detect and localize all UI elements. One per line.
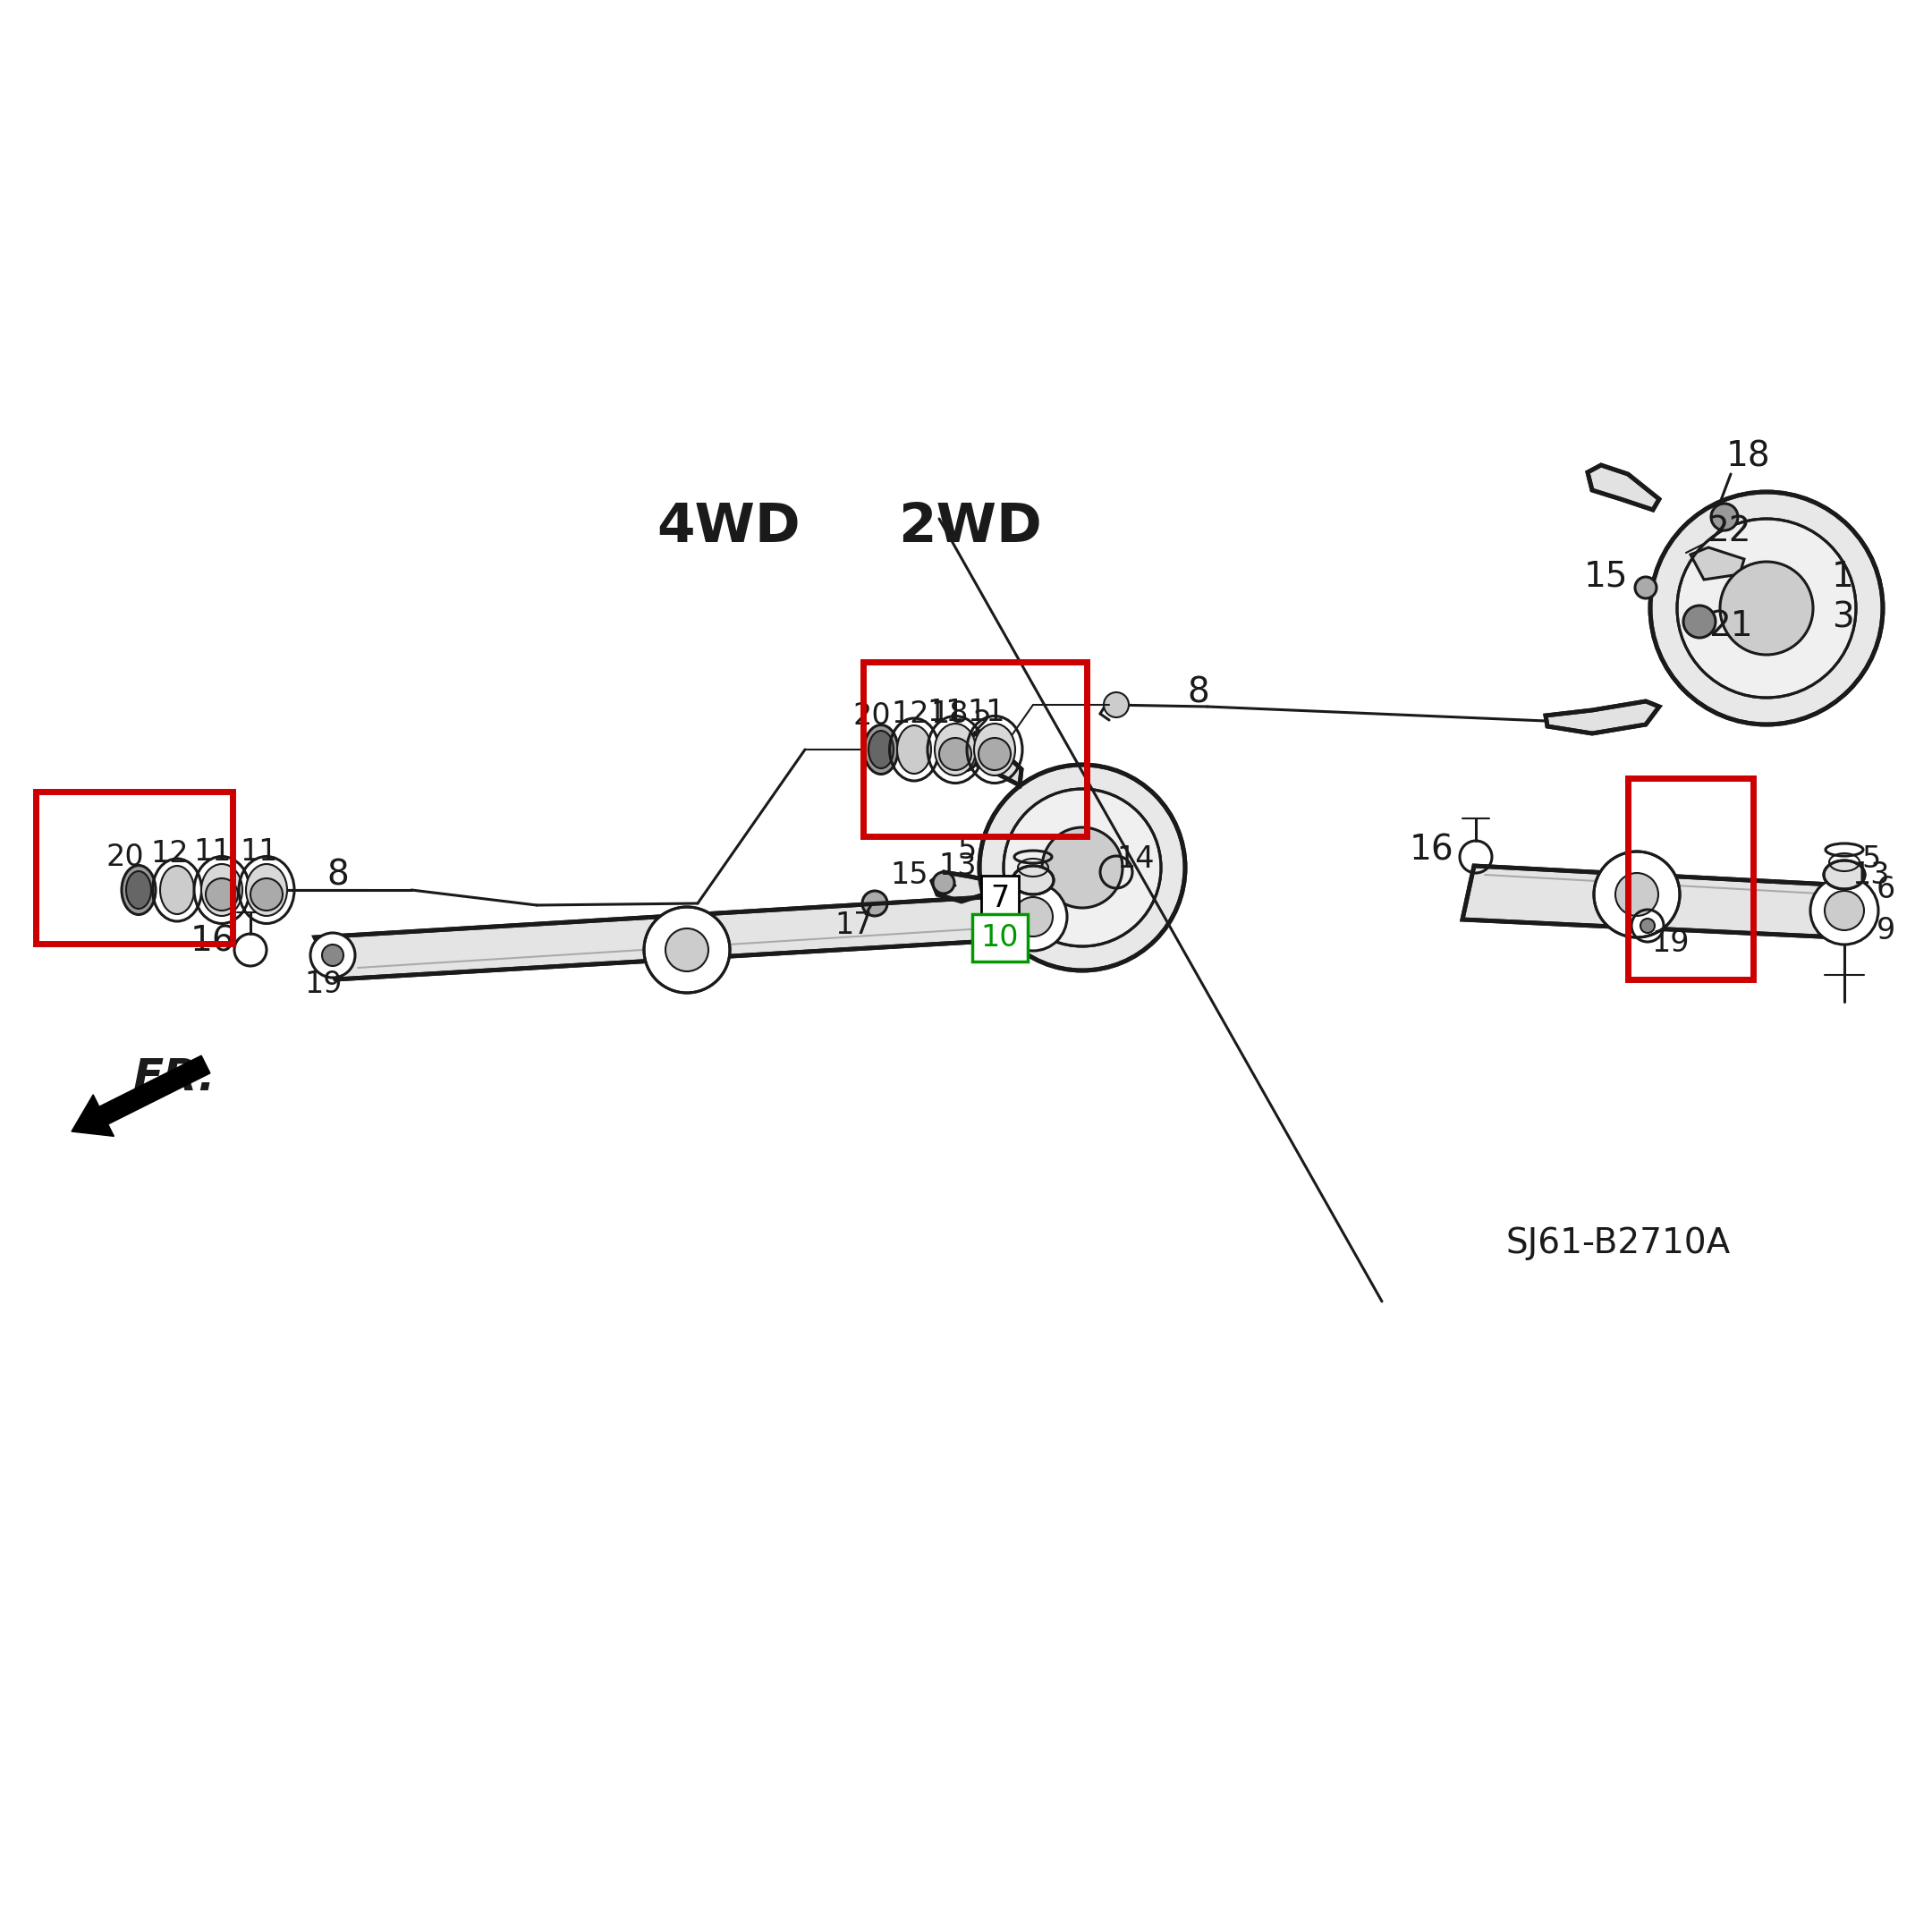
- Text: 15: 15: [891, 860, 929, 889]
- Text: 5: 5: [958, 835, 978, 864]
- Circle shape: [1677, 520, 1857, 697]
- Ellipse shape: [869, 730, 893, 769]
- Text: 10: 10: [981, 923, 1018, 952]
- Text: 11: 11: [968, 697, 1005, 726]
- Ellipse shape: [974, 724, 1014, 775]
- Text: 9: 9: [1876, 916, 1895, 945]
- Text: 21: 21: [1708, 609, 1752, 643]
- Polygon shape: [964, 734, 1022, 784]
- Polygon shape: [931, 871, 991, 902]
- Text: 20: 20: [106, 842, 145, 871]
- Circle shape: [978, 738, 1010, 771]
- Ellipse shape: [160, 866, 193, 914]
- Polygon shape: [315, 895, 1051, 980]
- Circle shape: [1824, 891, 1864, 929]
- Text: 13: 13: [939, 852, 978, 881]
- Polygon shape: [1690, 547, 1745, 580]
- Bar: [864, 663, 1086, 837]
- Text: 13: 13: [1853, 860, 1889, 889]
- Bar: [1629, 779, 1752, 980]
- Text: 12: 12: [151, 838, 189, 867]
- Circle shape: [323, 945, 344, 966]
- Text: 11: 11: [240, 838, 278, 867]
- Circle shape: [862, 891, 887, 916]
- Ellipse shape: [1012, 866, 1053, 895]
- Text: 4WD: 4WD: [657, 500, 802, 554]
- Text: 6: 6: [1876, 875, 1895, 904]
- Circle shape: [980, 765, 1184, 970]
- Text: 14: 14: [1117, 844, 1155, 873]
- Text: 7: 7: [991, 885, 1010, 914]
- Circle shape: [1594, 852, 1679, 937]
- Bar: [37, 792, 232, 943]
- Text: 19: 19: [1652, 929, 1690, 958]
- Text: 16: 16: [1408, 833, 1453, 867]
- Text: 18: 18: [931, 699, 968, 728]
- Ellipse shape: [935, 724, 976, 775]
- Circle shape: [1634, 578, 1656, 599]
- Text: 20: 20: [854, 701, 891, 730]
- Text: 17: 17: [835, 912, 873, 941]
- Circle shape: [933, 871, 954, 893]
- Ellipse shape: [245, 864, 288, 916]
- Polygon shape: [1588, 466, 1660, 510]
- Circle shape: [251, 879, 282, 910]
- Text: 8: 8: [327, 858, 350, 893]
- Text: SJ61-B2710A: SJ61-B2710A: [1507, 1227, 1731, 1260]
- Circle shape: [1014, 896, 1053, 937]
- Circle shape: [665, 929, 709, 972]
- Polygon shape: [1463, 866, 1849, 937]
- Circle shape: [1003, 788, 1161, 947]
- Circle shape: [952, 746, 978, 771]
- Text: 16: 16: [189, 923, 234, 958]
- Ellipse shape: [122, 866, 156, 914]
- Text: 19: 19: [305, 970, 342, 999]
- Text: 11: 11: [927, 697, 966, 726]
- Circle shape: [1640, 918, 1654, 933]
- Text: 8: 8: [1188, 676, 1209, 711]
- Circle shape: [1615, 873, 1658, 916]
- Text: 11: 11: [193, 838, 232, 867]
- Circle shape: [205, 879, 238, 910]
- Circle shape: [311, 933, 355, 978]
- Circle shape: [939, 738, 972, 771]
- Text: 1: 1: [1832, 560, 1853, 593]
- Circle shape: [1650, 493, 1884, 724]
- Circle shape: [999, 883, 1066, 951]
- Ellipse shape: [201, 864, 242, 916]
- Circle shape: [1041, 827, 1122, 908]
- Text: 18: 18: [1727, 439, 1772, 473]
- Circle shape: [1103, 692, 1128, 717]
- Text: 2: 2: [972, 707, 991, 738]
- Circle shape: [1683, 605, 1716, 638]
- Ellipse shape: [864, 724, 898, 775]
- Text: 12: 12: [891, 699, 929, 728]
- Ellipse shape: [896, 724, 931, 773]
- Text: 5: 5: [1862, 844, 1880, 873]
- Circle shape: [643, 906, 730, 993]
- Circle shape: [1712, 504, 1739, 531]
- Text: 15: 15: [1584, 560, 1629, 593]
- Text: 2WD: 2WD: [898, 500, 1043, 554]
- Polygon shape: [1546, 701, 1660, 734]
- Ellipse shape: [1824, 860, 1864, 889]
- FancyArrow shape: [71, 1055, 211, 1136]
- Text: FR.: FR.: [133, 1057, 216, 1099]
- Text: 4: 4: [972, 730, 991, 759]
- Text: 22: 22: [1706, 514, 1750, 549]
- Ellipse shape: [126, 871, 151, 908]
- Circle shape: [1719, 562, 1812, 655]
- Circle shape: [1810, 877, 1878, 945]
- Text: 3: 3: [1832, 601, 1853, 634]
